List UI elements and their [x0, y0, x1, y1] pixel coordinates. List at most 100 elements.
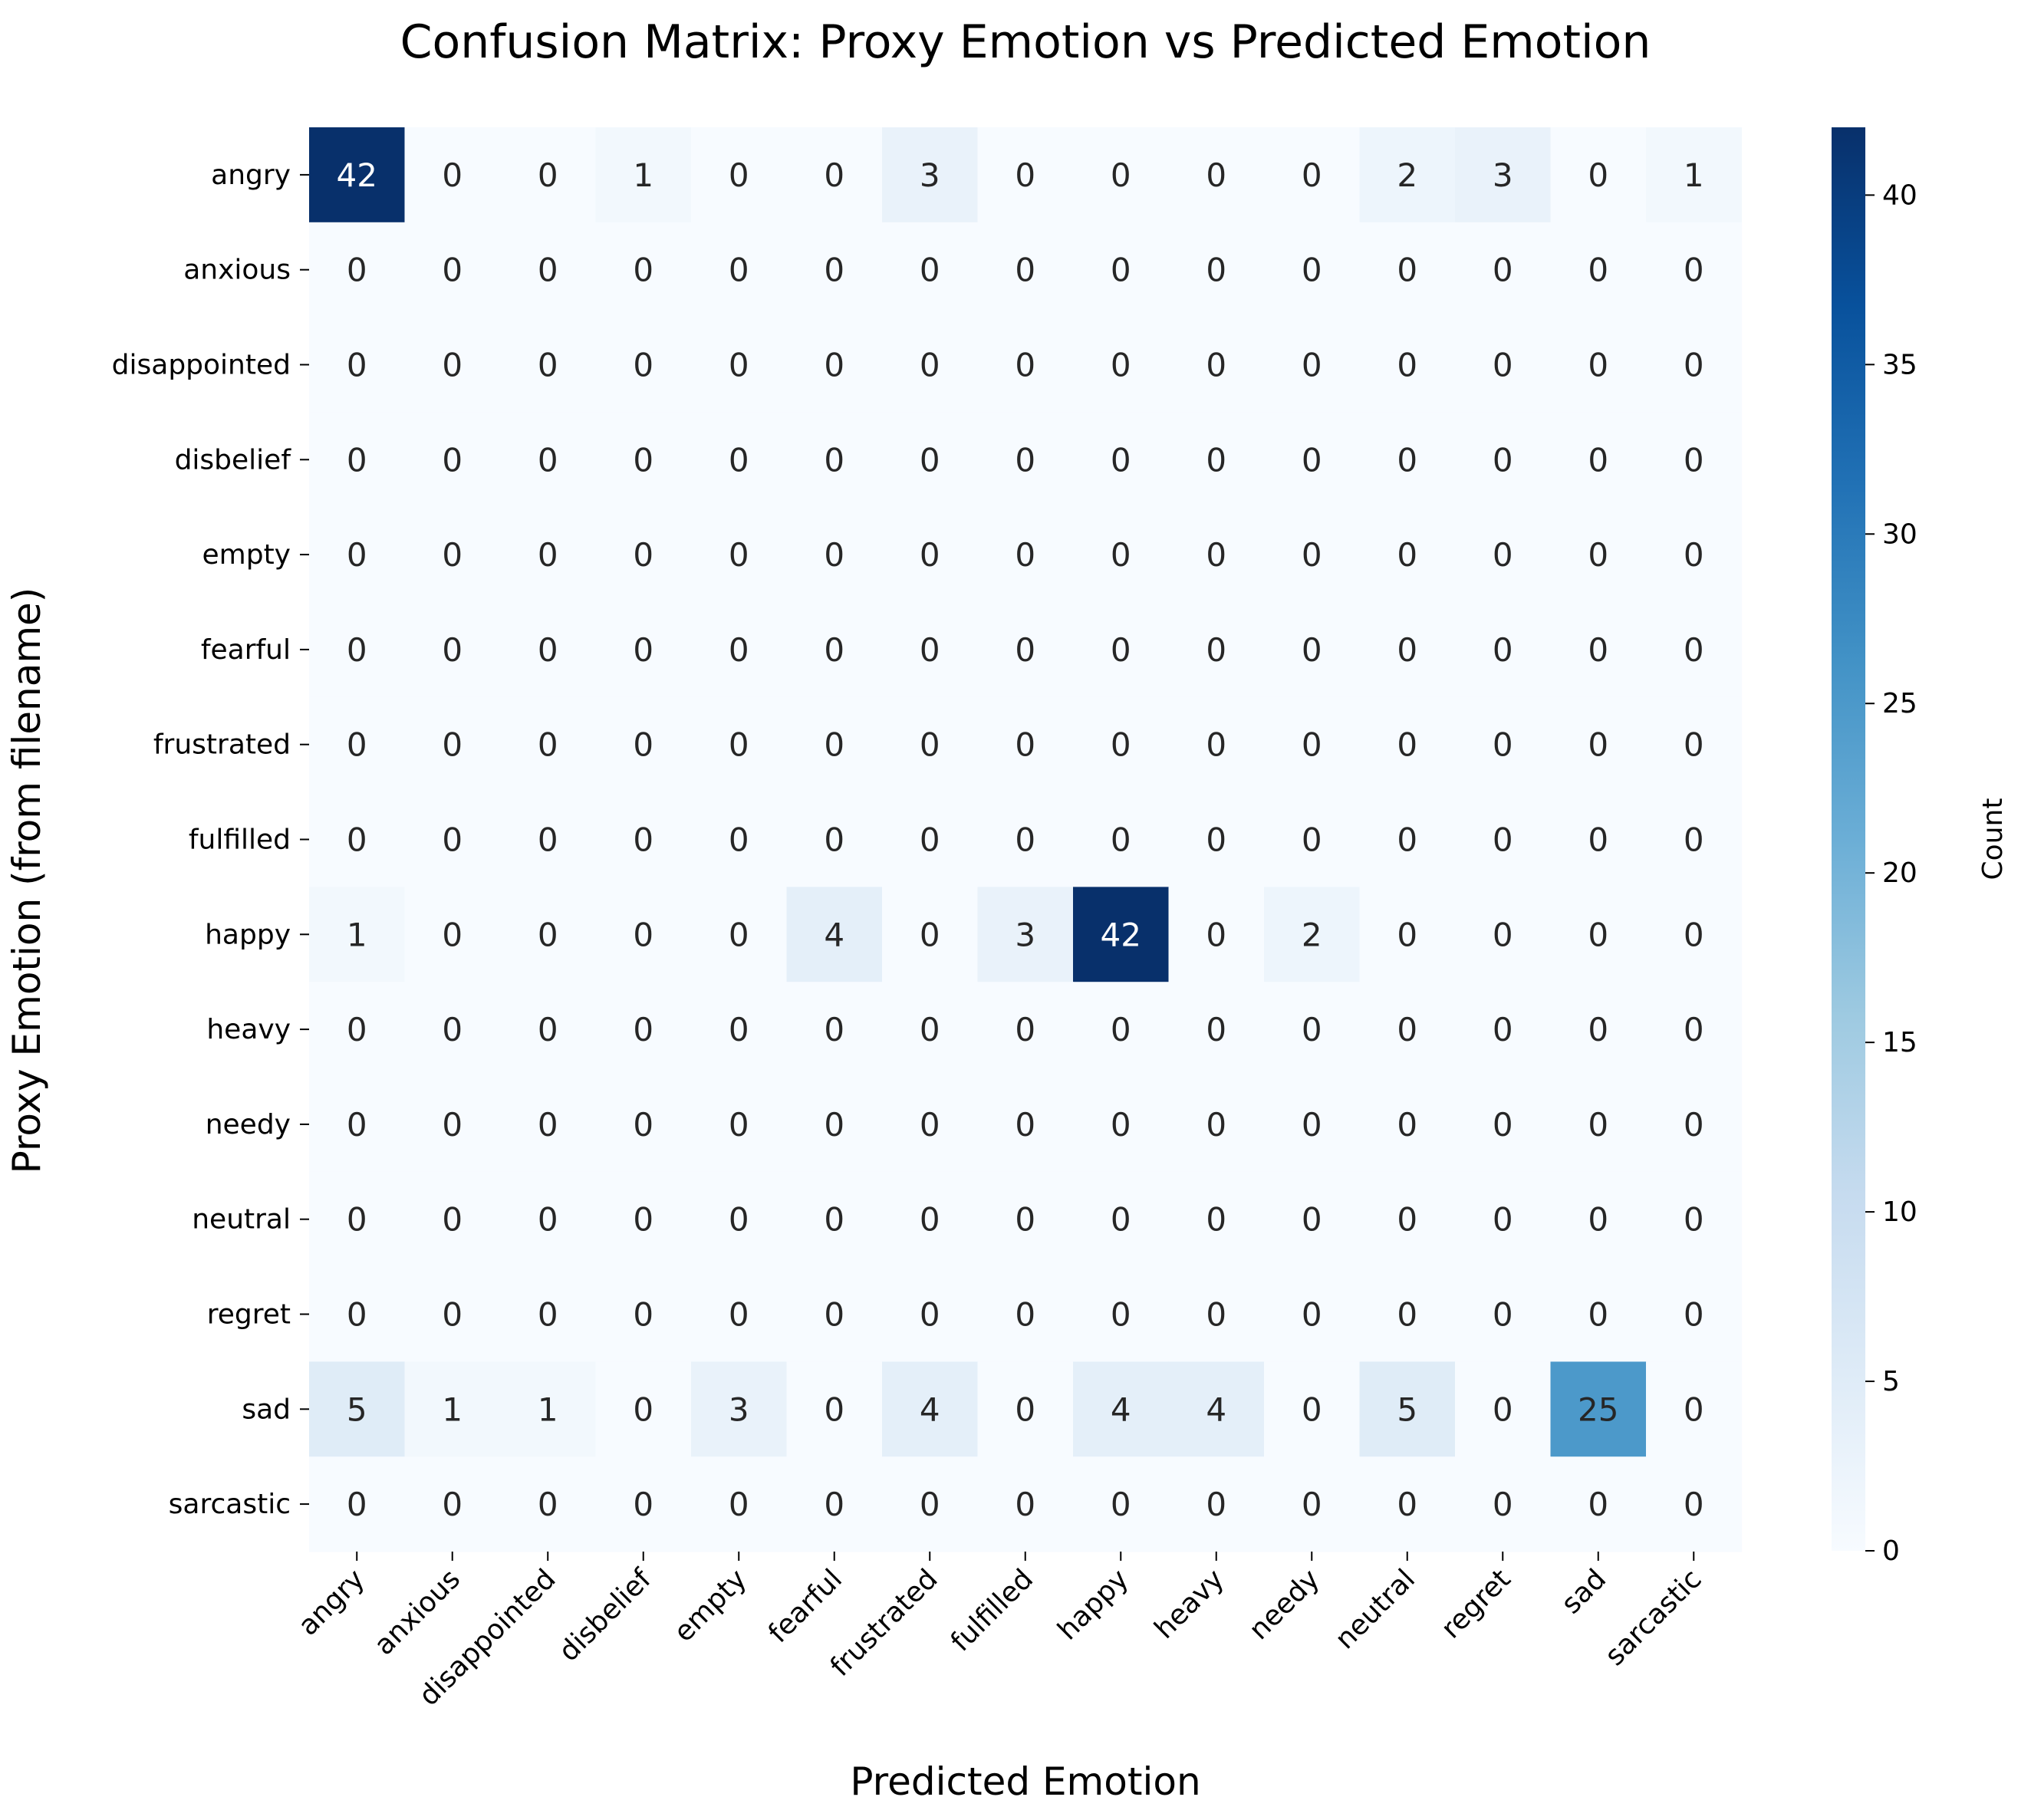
cell-needy-angry — [309, 1077, 406, 1173]
cell-value-fulfilled-fulfilled: 0 — [1015, 821, 1035, 859]
cell-value-empty-frustrated: 0 — [920, 536, 940, 574]
cell-value-neutral-angry: 0 — [347, 1201, 367, 1239]
cell-value-frustrated-fearful: 0 — [824, 726, 844, 764]
cell-value-needy-happy: 0 — [1111, 1106, 1131, 1144]
cell-value-regret-angry: 0 — [347, 1296, 367, 1334]
cell-angry-sarcastic — [1646, 127, 1743, 223]
cell-anxious-neutral — [1359, 222, 1456, 318]
cell-anxious-sarcastic — [1646, 222, 1743, 318]
cell-value-fearful-heavy: 0 — [1206, 631, 1226, 669]
cell-sarcastic-neutral — [1359, 1456, 1456, 1552]
cell-needy-regret — [1455, 1077, 1552, 1173]
heatmap-cells — [309, 127, 1743, 1552]
cell-anxious-anxious — [404, 222, 501, 318]
cell-value-empty-needy: 0 — [1302, 536, 1322, 574]
cell-value-fearful-disbelief: 0 — [633, 631, 653, 669]
cell-anxious-needy — [1264, 222, 1361, 318]
cell-sarcastic-angry — [309, 1456, 406, 1552]
y-axis-label: Proxy Emotion (from filename) — [5, 587, 49, 1174]
cell-value-sad-regret: 0 — [1493, 1391, 1513, 1428]
cell-value-anxious-empty: 0 — [729, 252, 749, 289]
cell-neutral-empty — [691, 1171, 788, 1268]
cell-value-heavy-needy: 0 — [1302, 1011, 1322, 1048]
cell-value-frustrated-frustrated: 0 — [920, 726, 940, 764]
cell-neutral-fearful — [786, 1171, 883, 1268]
cell-disbelief-heavy — [1168, 412, 1265, 508]
cell-fearful-neutral — [1359, 602, 1456, 698]
y-tick-label-sad: sad — [242, 1394, 291, 1425]
cell-value-disappointed-sarcastic: 0 — [1684, 347, 1704, 384]
cell-value-anxious-fearful: 0 — [824, 252, 844, 289]
cell-value-heavy-anxious: 0 — [442, 1011, 462, 1048]
cell-fulfilled-sarcastic — [1646, 792, 1743, 887]
cell-sad-happy — [1073, 1361, 1170, 1457]
cell-sarcastic-fearful — [786, 1456, 883, 1552]
cell-needy-happy — [1073, 1077, 1170, 1173]
cell-empty-heavy — [1168, 507, 1265, 603]
cell-heavy-anxious — [404, 982, 501, 1078]
y-tick-label-regret: regret — [207, 1299, 291, 1331]
cell-sarcastic-sarcastic — [1646, 1456, 1743, 1552]
cell-fearful-regret — [1455, 602, 1552, 698]
cell-neutral-needy — [1264, 1171, 1361, 1268]
cell-value-fearful-empty: 0 — [729, 631, 749, 669]
x-tick-label-fulfilled: fulfilled — [945, 1563, 1039, 1657]
cell-frustrated-fulfilled — [977, 696, 1074, 793]
x-axis-label: Predicted Emotion — [850, 1759, 1200, 1804]
cell-value-sad-angry: 5 — [347, 1391, 367, 1428]
colorbar-label: Count — [1977, 798, 2009, 880]
colorbar-tick-label-20: 20 — [1882, 857, 1917, 889]
cell-value-fearful-sad: 0 — [1588, 631, 1608, 669]
cell-value-fulfilled-disbelief: 0 — [633, 821, 653, 859]
cell-empty-fearful — [786, 507, 883, 603]
cell-anxious-sad — [1550, 222, 1647, 318]
cell-value-needy-fulfilled: 0 — [1015, 1106, 1035, 1144]
cell-value-heavy-regret: 0 — [1493, 1011, 1513, 1048]
cell-value-needy-needy: 0 — [1302, 1106, 1322, 1144]
cell-disbelief-sarcastic — [1646, 412, 1743, 508]
cell-value-fearful-fearful: 0 — [824, 631, 844, 669]
cell-regret-needy — [1264, 1266, 1361, 1362]
cell-frustrated-disappointed — [500, 696, 597, 793]
cell-value-sarcastic-sad: 0 — [1588, 1486, 1608, 1523]
cell-value-fulfilled-happy: 0 — [1111, 821, 1131, 859]
cell-empty-empty — [691, 507, 788, 603]
cell-disappointed-needy — [1264, 317, 1361, 413]
cell-disbelief-disappointed — [500, 412, 597, 508]
y-tick-label-disappointed: disappointed — [112, 350, 291, 381]
cell-empty-sad — [1550, 507, 1647, 603]
cell-value-needy-sad: 0 — [1588, 1106, 1608, 1144]
cell-sad-anxious — [404, 1361, 501, 1457]
cell-value-anxious-regret: 0 — [1493, 252, 1513, 289]
cell-needy-sarcastic — [1646, 1077, 1743, 1173]
cell-empty-neutral — [1359, 507, 1456, 603]
cell-empty-sarcastic — [1646, 507, 1743, 603]
cell-value-needy-disbelief: 0 — [633, 1106, 653, 1144]
cell-value-heavy-fearful: 0 — [824, 1011, 844, 1048]
y-tick-label-disbelief: disbelief — [175, 444, 292, 476]
x-tick-label-sad: sad — [1555, 1563, 1612, 1620]
cell-value-happy-empty: 0 — [729, 916, 749, 953]
cell-heavy-needy — [1264, 982, 1361, 1078]
cell-value-anxious-disappointed: 0 — [538, 252, 558, 289]
cell-heavy-neutral — [1359, 982, 1456, 1078]
cell-value-sad-empty: 3 — [729, 1391, 749, 1428]
cell-value-heavy-heavy: 0 — [1206, 1011, 1226, 1048]
cell-value-disbelief-anxious: 0 — [442, 441, 462, 479]
cell-regret-neutral — [1359, 1266, 1456, 1362]
cell-value-fulfilled-sad: 0 — [1588, 821, 1608, 859]
cell-value-anxious-neutral: 0 — [1397, 252, 1417, 289]
cell-value-happy-disbelief: 0 — [633, 916, 653, 953]
cell-value-angry-needy: 0 — [1302, 156, 1322, 194]
cell-disappointed-sad — [1550, 317, 1647, 413]
cell-value-fearful-disappointed: 0 — [538, 631, 558, 669]
cell-disbelief-anxious — [404, 412, 501, 508]
cell-neutral-anxious — [404, 1171, 501, 1268]
colorbar-tick-label-0: 0 — [1882, 1535, 1900, 1567]
cell-value-empty-regret: 0 — [1493, 536, 1513, 574]
cell-value-empty-neutral: 0 — [1397, 536, 1417, 574]
cell-value-angry-anxious: 0 — [442, 156, 462, 194]
cell-value-neutral-fearful: 0 — [824, 1201, 844, 1239]
colorbar-tick-label-25: 25 — [1882, 688, 1917, 719]
